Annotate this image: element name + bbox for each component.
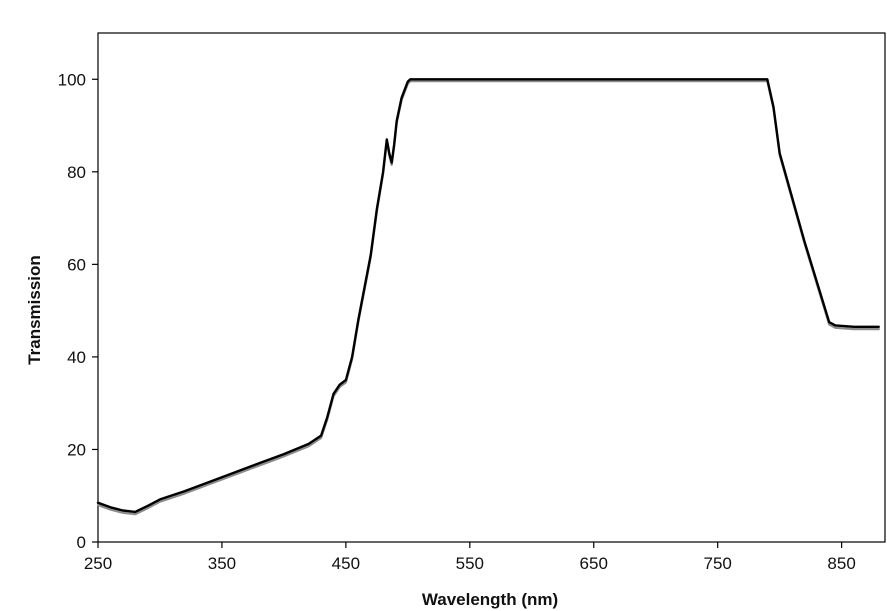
x-tick-label-450: 450 [332, 554, 360, 573]
plot-frame [97, 32, 886, 543]
y-tick-label-0: 0 [77, 533, 86, 552]
x-tick-label-850: 850 [827, 554, 855, 573]
y-tick-label-80: 80 [67, 163, 86, 182]
y-axis-ticks: 0 20 40 60 80 100 [58, 70, 98, 552]
y-tick-label-20: 20 [67, 440, 86, 459]
y-tick-label-40: 40 [67, 348, 86, 367]
x-axis-ticks: 250 350 450 550 650 750 850 [84, 542, 856, 573]
x-tick-label-350: 350 [208, 554, 236, 573]
x-tick-label-250: 250 [84, 554, 112, 573]
y-tick-label-100: 100 [58, 70, 86, 89]
series-layer [96, 78, 880, 516]
series-2-line [96, 80, 880, 516]
y-tick-label-60: 60 [67, 255, 86, 274]
chart-axes [97, 32, 886, 543]
x-tick-label-550: 550 [456, 554, 484, 573]
x-tick-label-650: 650 [580, 554, 608, 573]
series-1-line [96, 78, 880, 514]
x-axis-title: Wavelength (nm) [422, 590, 558, 609]
x-tick-label-750: 750 [703, 554, 731, 573]
y-axis-title: Transmission [25, 255, 44, 365]
